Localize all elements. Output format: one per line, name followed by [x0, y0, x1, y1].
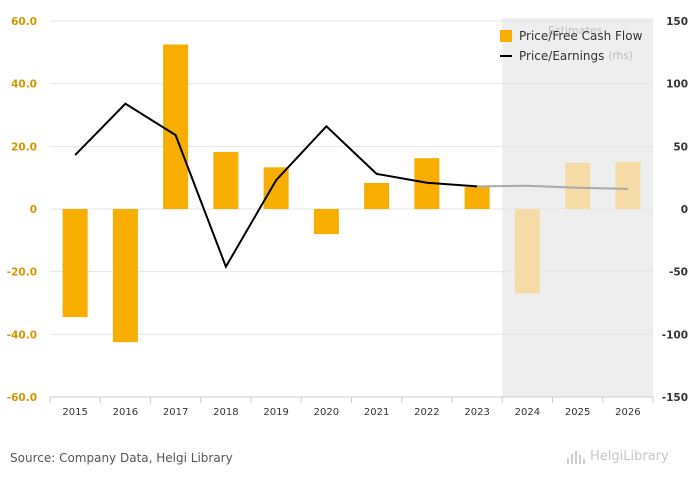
logo-text: HelgiLibrary: [590, 449, 669, 464]
bar: [263, 167, 289, 209]
x-tick-label: 2019: [263, 407, 288, 418]
x-tick-label: 2018: [213, 407, 238, 418]
bar: [313, 209, 339, 235]
left-tick-label: -60.0: [7, 392, 37, 404]
left-tick-label: -20.0: [7, 267, 37, 279]
legend-item-price-fcf[interactable]: Price/Free Cash Flow: [500, 26, 642, 46]
x-tick-label: 2016: [113, 407, 138, 418]
bar: [62, 209, 88, 318]
right-tick-label: -100: [662, 329, 688, 341]
x-tick-label: 2021: [364, 407, 389, 418]
x-tick-label: 2024: [515, 407, 540, 418]
left-tick-label: 0: [30, 204, 37, 216]
source-text: Source: Company Data, Helgi Library: [10, 451, 233, 465]
legend: Price/Free Cash Flow Price/Earnings (rhs…: [500, 26, 642, 66]
legend-swatch-line: [500, 55, 512, 57]
legend-swatch-bar: [500, 30, 512, 42]
library-icon: [566, 450, 586, 464]
line-series-estimate: [477, 184, 628, 190]
x-tick-label: 2026: [615, 407, 640, 418]
right-tick-label: -50: [669, 267, 688, 279]
bar: [514, 209, 540, 294]
legend-item-price-earnings[interactable]: Price/Earnings (rhs): [500, 46, 642, 66]
right-tick-label: 0: [681, 204, 688, 216]
bar: [163, 44, 189, 209]
legend-label-price-earnings: Price/Earnings: [519, 49, 605, 63]
left-tick-label: 60.0: [11, 16, 37, 28]
right-tick-label: -150: [662, 392, 688, 404]
helgi-library-logo[interactable]: HelgiLibrary: [566, 449, 669, 464]
right-tick-label: 150: [666, 16, 688, 28]
x-tick-label: 2022: [414, 407, 439, 418]
left-tick-label: 40.0: [11, 79, 37, 91]
x-tick-label: 2020: [314, 407, 339, 418]
line-series: [74, 102, 478, 270]
legend-rhs-note: (rhs): [608, 50, 633, 62]
bar: [112, 209, 138, 343]
x-tick-label: 2015: [62, 407, 87, 418]
x-tick-label: 2025: [565, 407, 590, 418]
left-tick-label: 20.0: [11, 141, 37, 153]
x-tick-label: 2023: [464, 407, 489, 418]
bar: [364, 182, 390, 209]
bar: [615, 162, 641, 209]
left-tick-label: -40.0: [7, 329, 37, 341]
right-tick-label: 100: [666, 79, 688, 91]
bar: [464, 187, 490, 209]
right-tick-label: 50: [673, 141, 688, 153]
estimates-label: Estimates: [548, 24, 603, 37]
x-tick-label: 2017: [163, 407, 188, 418]
bar: [213, 151, 239, 209]
bar: [565, 162, 591, 209]
legend-label-price-fcf: Price/Free Cash Flow: [519, 29, 643, 43]
